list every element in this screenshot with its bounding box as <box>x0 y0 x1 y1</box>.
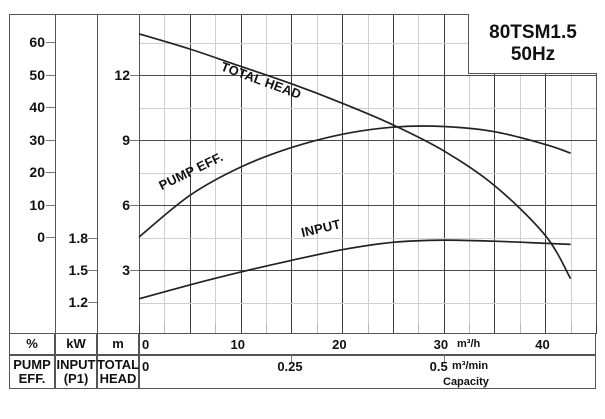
gridline-horizontal <box>139 75 596 76</box>
axis-tick-label: 0 <box>37 229 45 245</box>
axis-tick-label: 12 <box>114 67 130 83</box>
capacity-secondary-tick-mark <box>443 355 445 362</box>
unit-cell-head: m <box>97 333 139 355</box>
power-name-line2: (P1) <box>63 371 89 386</box>
capacity-tick-mark <box>317 323 318 333</box>
axis-tick-label: 1.2 <box>68 294 88 310</box>
head-name-line1: TOTAL <box>96 356 140 372</box>
name-cell-efficiency: PUMP EFF. <box>9 355 55 389</box>
axis-tick-mark <box>46 172 55 173</box>
capacity-unit-primary: m³/h <box>457 338 481 350</box>
capacity-tick-mark <box>444 323 445 333</box>
axis-tick-mark <box>130 270 139 271</box>
axis-tick-label: 50 <box>29 67 45 83</box>
axis-line-head <box>139 14 140 333</box>
axis-tick-mark <box>46 107 55 108</box>
capacity-tick-mark <box>190 323 191 333</box>
gridline-horizontal <box>139 205 596 206</box>
capacity-tick-mark <box>291 323 292 333</box>
axis-tick-label: 10 <box>29 197 45 213</box>
capacity-secondary-tick-mark <box>291 355 293 362</box>
capacity-tick-mark <box>520 323 521 333</box>
capacity-axis-row-secondary <box>139 355 596 389</box>
capacity-tick-mark <box>418 323 419 333</box>
capacity-tick-mark <box>266 323 267 333</box>
head-name-line2: HEAD <box>99 371 137 386</box>
pump-efficiency-curve <box>138 125 571 238</box>
capacity-tick-mark <box>494 323 495 333</box>
axis-tick-label: 9 <box>122 132 130 148</box>
axis-tick-mark <box>130 75 139 76</box>
capacity-secondary-tick-label: 0 <box>142 359 150 374</box>
axis-line-efficiency <box>55 14 56 333</box>
axis-tick-mark <box>46 205 55 206</box>
efficiency-name-line2: EFF. <box>18 371 46 386</box>
axis-tick-mark <box>46 42 55 43</box>
capacity-tick-mark <box>342 323 343 333</box>
model-name: 80TSM1.5 <box>489 21 577 43</box>
axis-tick-mark <box>88 270 97 271</box>
gridline-horizontal <box>139 108 596 109</box>
capacity-axis-row-primary <box>139 333 596 355</box>
capacity-tick-mark <box>164 323 165 333</box>
axis-tick-label: 6 <box>122 197 130 213</box>
capacity-secondary-tick-label: 0.25 <box>277 359 303 374</box>
capacity-tick-label: 40 <box>535 337 550 352</box>
capacity-tick-mark <box>545 323 546 333</box>
capacity-unit-secondary: m³/min <box>452 360 489 372</box>
gridline-horizontal <box>139 303 596 304</box>
power-name-line1: INPUT <box>56 356 96 372</box>
name-cell-power: INPUT (P1) <box>55 355 97 389</box>
axis-tick-mark <box>88 302 97 303</box>
capacity-tick-mark <box>596 323 597 333</box>
gridline-horizontal <box>139 238 596 239</box>
capacity-tick-mark <box>368 323 369 333</box>
capacity-secondary-tick-label: 0.5 <box>429 359 448 374</box>
capacity-tick-label: 20 <box>332 337 347 352</box>
axis-tick-label: 1.5 <box>68 262 88 278</box>
capacity-tick-mark <box>241 323 242 333</box>
axis-tick-label: 20 <box>29 164 45 180</box>
unit-cell-efficiency: % <box>9 333 55 355</box>
axis-legend-table: % kW m PUMP EFF. INPUT (P1) TOTAL HEAD 0… <box>9 323 597 389</box>
axis-tick-label: 1.8 <box>68 230 88 246</box>
unit-cell-power: kW <box>55 333 97 355</box>
axis-tick-mark <box>88 238 97 239</box>
axis-tick-mark <box>130 205 139 206</box>
axis-tick-label: 40 <box>29 99 45 115</box>
chart-title-box: 80TSM1.5 50Hz <box>468 14 597 74</box>
capacity-tick-mark <box>139 323 140 333</box>
capacity-tick-mark <box>393 323 394 333</box>
frame-top-border <box>9 14 597 15</box>
capacity-tick-mark <box>215 323 216 333</box>
axis-tick-mark <box>46 75 55 76</box>
frame-right-border <box>596 14 597 333</box>
gridline-horizontal <box>139 270 596 271</box>
capacity-tick-mark <box>469 323 470 333</box>
capacity-axis-title: Capacity <box>443 376 489 388</box>
gridline-horizontal <box>139 140 596 141</box>
gridline-horizontal <box>139 173 596 174</box>
axis-tick-label: 60 <box>29 34 45 50</box>
axis-line-power <box>97 14 98 333</box>
frame-left-border <box>9 14 10 333</box>
axis-tick-mark <box>130 140 139 141</box>
axis-tick-mark <box>46 237 55 238</box>
frequency-label: 50Hz <box>510 43 556 65</box>
capacity-tick-label: 30 <box>433 337 449 352</box>
name-cell-head: TOTAL HEAD <box>97 355 139 389</box>
input-curve-label: INPUT <box>299 216 342 240</box>
capacity-tick-mark <box>571 323 572 333</box>
axis-tick-label: 30 <box>29 132 45 148</box>
capacity-tick-label: 10 <box>230 337 246 352</box>
axis-tick-label: 3 <box>122 262 130 278</box>
axis-tick-mark <box>46 140 55 141</box>
capacity-tick-label: 0 <box>142 337 150 352</box>
efficiency-name-line1: PUMP <box>13 356 51 372</box>
